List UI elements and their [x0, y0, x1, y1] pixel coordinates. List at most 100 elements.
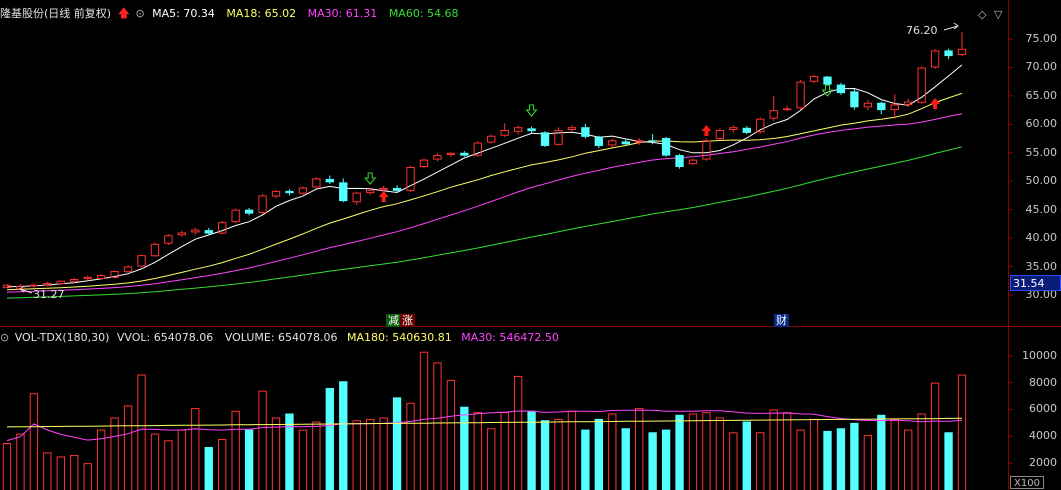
- volume-bar: [70, 455, 79, 490]
- candle-body: [473, 142, 482, 156]
- current-price-box: 31.54: [1010, 275, 1061, 291]
- volume-bar: [164, 440, 173, 490]
- volume-bar: [702, 412, 711, 490]
- price-tick-label: 30.00: [1025, 287, 1058, 301]
- volume-bar: [16, 433, 25, 490]
- volume-bar: [930, 382, 940, 490]
- volume-bar: [258, 390, 267, 490]
- candle-body: [487, 135, 496, 143]
- volume-bar: [917, 413, 926, 490]
- volume-bar: [823, 430, 832, 490]
- volume-bar: [231, 410, 240, 490]
- high-pointer-arrow-icon: [943, 22, 959, 31]
- volume-bar: [554, 418, 563, 490]
- price-tick-label: 50.00: [1025, 174, 1058, 188]
- sell-signal-arrow-icon: [821, 84, 834, 97]
- price-tick-label: 65.00: [1025, 88, 1058, 102]
- candle-body: [540, 132, 550, 146]
- candle-body: [594, 136, 604, 146]
- candle-body: [231, 209, 240, 223]
- candle-body: [56, 280, 65, 285]
- volume-unit: X100: [1010, 476, 1044, 489]
- volume-bar: [29, 393, 39, 490]
- finance-marker[interactable]: 财: [774, 314, 789, 327]
- settings-dot-icon[interactable]: ⊙: [135, 7, 145, 20]
- ma60-line: [6, 146, 963, 299]
- volume-bar: [877, 414, 886, 490]
- candle-body: [715, 130, 725, 140]
- stock-name[interactable]: 隆基股份: [0, 7, 44, 20]
- candle-body: [742, 127, 751, 133]
- volume-bar: [487, 428, 496, 490]
- candle-body: [621, 141, 630, 145]
- candle-body: [191, 229, 200, 233]
- reduce-marker[interactable]: 减: [386, 314, 401, 327]
- price-tick-label: 55.00: [1025, 145, 1058, 159]
- price-tick-label: 40.00: [1025, 231, 1058, 245]
- volume-bar: [406, 402, 415, 490]
- candle-body: [244, 209, 254, 214]
- candle-body: [312, 178, 321, 188]
- candle-body: [648, 140, 657, 142]
- volume-bar: [957, 374, 967, 490]
- volume-tick-label: 8000: [1029, 375, 1057, 389]
- candle-body: [527, 128, 536, 132]
- volume-bar: [352, 420, 361, 490]
- volume-bar: [96, 429, 106, 490]
- candle-body: [446, 152, 456, 156]
- volume-bar: [688, 413, 698, 490]
- vol-settings-icon[interactable]: ⊙: [0, 331, 10, 344]
- volume-bar: [83, 463, 92, 490]
- volume-bar: [204, 447, 213, 490]
- volume-bar: [473, 412, 482, 490]
- chart-header: 隆基股份(日线 前复权) 🡅 ⊙ MA5: 70.34 MA18: 65.02 …: [0, 4, 459, 22]
- candle-body: [204, 230, 213, 234]
- candle-body: [164, 235, 173, 244]
- volume-bar: [836, 428, 846, 490]
- volume-bar: [298, 429, 308, 490]
- volume-bar: [729, 432, 738, 490]
- volume-bar: [285, 413, 294, 490]
- volume-bar: [850, 422, 859, 490]
- vvol-value: VVOL: 654078.06: [116, 331, 214, 344]
- candle-body: [836, 84, 846, 94]
- candle-body: [930, 50, 940, 68]
- ma30-value: MA30: 61.31: [307, 7, 378, 20]
- rise-marker[interactable]: 涨: [400, 314, 415, 327]
- candle-body: [460, 152, 469, 156]
- vol-indicator-title[interactable]: VOL-TDX(180,30): [14, 331, 110, 344]
- candle-body: [944, 50, 953, 57]
- volume-tick-label: 2000: [1029, 456, 1057, 470]
- sell-signal-arrow-icon: [525, 104, 538, 117]
- candle-body: [554, 130, 563, 145]
- diamond-icon[interactable]: ◇: [978, 8, 987, 21]
- candle-body: [258, 195, 267, 214]
- candle-body: [379, 188, 388, 191]
- volume-ma30-line: [6, 409, 963, 442]
- candle-body: [823, 76, 832, 85]
- volume-bar: [218, 438, 227, 490]
- candle-body: [352, 192, 361, 203]
- volume-ma180-line: [6, 417, 963, 428]
- volume-bar: [110, 417, 119, 490]
- candle-body: [608, 140, 617, 146]
- volume-bar: [675, 414, 684, 490]
- buy-signal-arrow-icon: [930, 98, 941, 109]
- volume-tick-label: 10000: [1022, 348, 1057, 362]
- volume-bar: [433, 362, 442, 490]
- candle-body: [325, 178, 334, 183]
- candle-body: [904, 101, 913, 106]
- candle-body: [661, 138, 671, 156]
- volume-bar: [944, 432, 953, 490]
- period-label[interactable]: (日线 前复权): [44, 7, 112, 20]
- volume-bar: [339, 381, 348, 490]
- candle-body: [43, 283, 52, 286]
- volume-bar: [809, 418, 819, 490]
- volume-bar: [177, 429, 187, 490]
- triangle-icon[interactable]: ▽: [994, 8, 1003, 21]
- volume-bar: [581, 429, 590, 490]
- candle-body: [863, 102, 873, 108]
- volume-bar: [715, 417, 725, 490]
- candle-body: [339, 182, 348, 202]
